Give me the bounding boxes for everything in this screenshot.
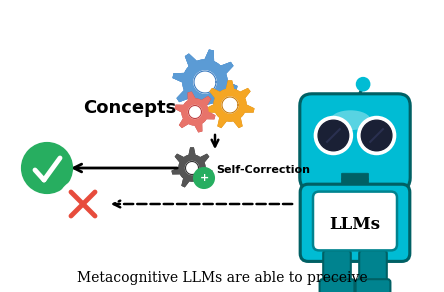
FancyBboxPatch shape [341, 179, 369, 185]
FancyBboxPatch shape [300, 94, 410, 190]
Text: +: + [199, 173, 209, 183]
Circle shape [166, 102, 214, 149]
FancyBboxPatch shape [356, 279, 390, 292]
Circle shape [100, 69, 165, 134]
Circle shape [253, 72, 312, 131]
Polygon shape [175, 92, 214, 132]
Circle shape [121, 56, 209, 144]
Polygon shape [206, 81, 254, 127]
Polygon shape [206, 81, 254, 127]
Circle shape [95, 102, 142, 149]
FancyBboxPatch shape [323, 251, 351, 291]
FancyBboxPatch shape [300, 110, 320, 152]
Polygon shape [222, 97, 238, 113]
Circle shape [273, 102, 321, 149]
Circle shape [315, 117, 351, 154]
FancyBboxPatch shape [359, 251, 387, 291]
Polygon shape [189, 105, 202, 119]
FancyBboxPatch shape [313, 192, 397, 251]
Circle shape [233, 52, 297, 117]
Polygon shape [194, 71, 216, 93]
Circle shape [237, 102, 285, 149]
Bar [97, 91, 275, 134]
FancyBboxPatch shape [300, 184, 410, 261]
Polygon shape [186, 161, 198, 175]
FancyBboxPatch shape [320, 279, 354, 292]
FancyBboxPatch shape [341, 190, 369, 196]
Polygon shape [194, 71, 216, 93]
Circle shape [23, 144, 71, 192]
Circle shape [194, 168, 214, 188]
Polygon shape [173, 50, 237, 114]
Circle shape [318, 120, 349, 151]
Text: LLMs: LLMs [329, 216, 381, 233]
Polygon shape [172, 148, 212, 187]
Circle shape [93, 87, 144, 138]
FancyBboxPatch shape [341, 184, 369, 190]
Circle shape [361, 120, 392, 151]
Polygon shape [173, 50, 237, 114]
Circle shape [165, 47, 233, 115]
Text: Concepts: Concepts [83, 99, 177, 117]
Circle shape [359, 117, 395, 154]
Circle shape [357, 78, 369, 91]
Circle shape [59, 180, 107, 228]
Text: Metacognitive LLMs are able to preceive: Metacognitive LLMs are able to preceive [77, 271, 367, 285]
FancyBboxPatch shape [341, 173, 369, 180]
Polygon shape [172, 148, 212, 187]
Circle shape [192, 34, 274, 115]
FancyBboxPatch shape [386, 110, 407, 152]
Ellipse shape [330, 110, 371, 130]
Circle shape [130, 102, 178, 149]
Polygon shape [175, 92, 214, 132]
Polygon shape [194, 71, 216, 93]
Polygon shape [173, 50, 237, 114]
Polygon shape [173, 50, 237, 114]
Circle shape [202, 102, 249, 149]
Text: Self-Correction: Self-Correction [216, 165, 310, 175]
Circle shape [186, 79, 246, 138]
